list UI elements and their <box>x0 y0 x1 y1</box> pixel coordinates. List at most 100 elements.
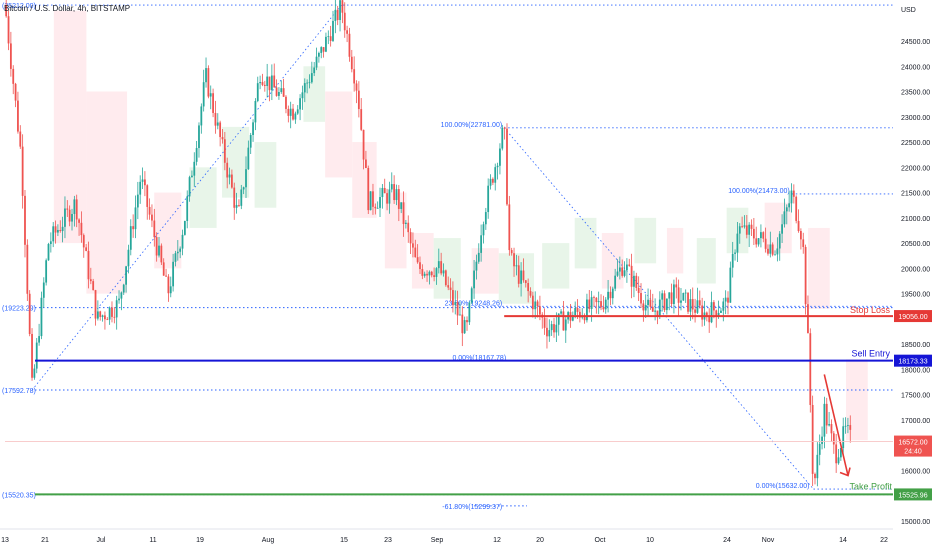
candle-body <box>96 311 99 319</box>
candle-body <box>221 137 224 140</box>
candle-body <box>849 425 852 430</box>
price-tick-label: 24500.00 <box>901 39 930 46</box>
candle-body <box>640 293 642 304</box>
candle-body <box>334 9 337 21</box>
candle-body <box>701 305 704 320</box>
candle-body <box>564 319 567 331</box>
candle-body <box>433 275 436 277</box>
level-axis-tag <box>894 488 932 501</box>
candle-body <box>7 16 10 44</box>
candle-body <box>82 235 85 248</box>
candle-body <box>484 212 487 225</box>
candle-body <box>769 244 772 254</box>
candle-body <box>158 245 160 256</box>
candle-body <box>400 202 403 209</box>
candle-body <box>708 315 711 323</box>
price-tick-label: 24000.00 <box>901 64 930 71</box>
candle-body <box>513 253 515 267</box>
candle-body <box>315 56 318 68</box>
time-tick-label: 24 <box>723 537 731 544</box>
candle-body <box>550 324 553 331</box>
candle-body <box>781 224 783 234</box>
candle-body <box>574 308 577 316</box>
candle-body <box>715 310 718 317</box>
candle-body <box>108 307 111 320</box>
candle-body <box>491 178 494 183</box>
candle-body <box>828 424 831 426</box>
candle-body <box>122 284 125 293</box>
candle-body <box>539 306 541 315</box>
candle-body <box>266 76 269 87</box>
candle-body <box>762 232 765 239</box>
candle-body <box>115 300 118 318</box>
candle-body <box>80 222 83 236</box>
candle-body <box>71 213 73 222</box>
candle-body <box>752 228 755 239</box>
candle-body <box>202 82 205 107</box>
candle-body <box>473 270 475 289</box>
candle-body <box>228 174 231 178</box>
candle-body <box>821 436 823 444</box>
candle-body <box>78 219 80 223</box>
price-tick-label: 21000.00 <box>901 216 930 223</box>
candle-body <box>689 299 692 312</box>
candle-body <box>562 311 565 331</box>
cloud-segment <box>86 91 128 294</box>
candle-body <box>682 293 685 301</box>
candle-body <box>437 261 440 269</box>
candle-body <box>536 301 539 307</box>
candle-body <box>710 302 713 323</box>
candle-body <box>191 175 193 178</box>
candle-body <box>268 76 271 91</box>
time-tick-label: Aug <box>262 537 275 544</box>
candle-body <box>814 473 816 479</box>
candle-body <box>811 404 814 474</box>
cloud-segment <box>666 227 684 274</box>
time-tick-label: 12 <box>493 537 501 544</box>
candle-body <box>818 443 821 455</box>
candle-body <box>825 403 828 426</box>
candle-body <box>28 293 31 334</box>
candle-body <box>245 169 247 188</box>
candle-body <box>649 299 652 307</box>
candle-body <box>454 302 457 305</box>
candle-body <box>560 311 562 314</box>
fib-label-15520: (15520.35) <box>2 493 36 500</box>
candle-body <box>139 181 142 195</box>
candle-body <box>263 84 266 87</box>
candle-body <box>590 297 593 309</box>
cloud-segment <box>601 233 624 289</box>
candle-body <box>151 214 153 221</box>
candle-body <box>586 299 588 321</box>
candle-body <box>285 96 287 109</box>
price-tick-label: 18000.00 <box>901 367 930 374</box>
candle-body <box>209 93 212 97</box>
candle-body <box>238 204 240 206</box>
candle-body <box>654 310 657 312</box>
candle-body <box>802 239 805 247</box>
candle-body <box>249 134 252 148</box>
cloud-segment <box>222 126 250 198</box>
candle-body <box>520 270 522 284</box>
candle-body <box>94 290 97 319</box>
candle-body <box>626 264 628 271</box>
price-tick-label: 22000.00 <box>901 165 930 172</box>
candle-body <box>275 87 278 96</box>
candle-body <box>461 314 464 334</box>
candle-body <box>748 224 751 235</box>
candle-body <box>12 68 15 84</box>
candle-body <box>397 189 400 209</box>
fib-label-17592: (17592.78) <box>2 388 36 395</box>
candle-body <box>193 161 196 176</box>
candle-body <box>230 174 233 188</box>
candle-body <box>668 292 671 299</box>
candle-body <box>146 185 149 207</box>
candle-body <box>807 304 809 334</box>
candle-body <box>595 297 598 303</box>
candle-body <box>583 316 586 321</box>
candle-body <box>374 206 377 209</box>
candle-body <box>842 426 845 448</box>
time-tick-label: 20 <box>536 537 544 544</box>
